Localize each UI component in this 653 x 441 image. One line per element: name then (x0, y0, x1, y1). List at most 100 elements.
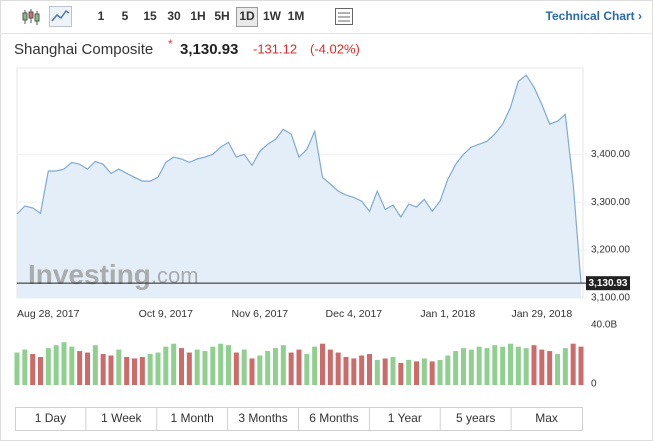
volume-bar (312, 346, 318, 385)
range-button[interactable]: 1 Day (35, 411, 66, 425)
y-tick-label: 3,100.00 (591, 293, 630, 304)
interval-button[interactable]: 1W (263, 9, 282, 23)
volume-bar (30, 354, 36, 385)
interval-button[interactable]: 5 (122, 9, 129, 23)
volume-bar (570, 343, 576, 385)
volume-bar (437, 359, 443, 385)
selected-interval (236, 7, 258, 27)
y-tick-label: 3,400.00 (591, 149, 630, 160)
x-tick-label: Jan 1, 2018 (420, 308, 475, 320)
volume-bar (382, 358, 388, 385)
candle-icon[interactable] (22, 9, 40, 25)
volume-bar (555, 354, 560, 385)
last-price-label: 3,130.93 (589, 278, 628, 289)
volume-bar (116, 349, 122, 385)
range-button[interactable]: 6 Months (309, 411, 358, 425)
range-button[interactable]: Max (535, 411, 558, 425)
volume-bar (265, 351, 271, 385)
volume-bar (492, 345, 498, 385)
volume-bar (77, 351, 83, 385)
last-price-tag (586, 276, 630, 291)
x-tick-label: Oct 9, 2017 (139, 308, 193, 320)
volume-bar (53, 345, 59, 385)
change-percent: (-4.02%) (310, 41, 360, 56)
volume-bar (539, 349, 545, 385)
volume-bar (92, 345, 98, 385)
volume-bar (85, 352, 90, 385)
interval-button[interactable]: 1H (190, 9, 205, 23)
volume-bar (124, 356, 130, 385)
technical-chart-link[interactable]: Technical Chart › (546, 9, 642, 23)
volume-bar (398, 362, 404, 385)
volume-bar (202, 351, 208, 385)
x-tick-label: Jan 29, 2018 (511, 308, 572, 320)
change: -131.12 (253, 41, 297, 56)
table-icon[interactable] (335, 8, 353, 25)
volume-bar (163, 346, 169, 385)
volume-bar (273, 348, 278, 385)
volume-bar (280, 345, 286, 385)
interval-button[interactable]: 30 (167, 9, 181, 23)
volume-bar (453, 351, 459, 385)
interval-button[interactable]: 1D (239, 9, 255, 23)
range-button[interactable]: 1 Year (388, 411, 422, 425)
volume-bar (155, 352, 161, 385)
interval-button[interactable]: 15 (143, 9, 157, 23)
volume-bar (523, 348, 529, 385)
range-button[interactable]: 1 Month (171, 411, 214, 425)
volume-bar (132, 358, 137, 385)
volume-bar (421, 358, 427, 385)
interval-button[interactable]: 1 (98, 9, 105, 23)
volume-tick-label: 0 (591, 379, 597, 390)
volume-bar (22, 349, 28, 385)
x-tick-label: Dec 4, 2017 (326, 308, 383, 320)
volume-bar (445, 355, 451, 385)
volume-bar (257, 355, 263, 385)
volume-bar (304, 354, 310, 385)
watermark-brand: Investing (28, 259, 151, 290)
x-tick-label: Nov 6, 2017 (232, 308, 289, 320)
instrument-name: Shanghai Composite (14, 41, 153, 58)
volume-bar (108, 355, 114, 385)
x-tick-label: Aug 28, 2017 (17, 308, 80, 320)
volume-bar (38, 356, 43, 385)
volume-tick-label: 40.0B (591, 320, 617, 331)
volume-bar (186, 352, 192, 385)
watermark: Investing.com (28, 259, 199, 290)
volume-bar (100, 354, 106, 385)
volume-bar (194, 349, 200, 385)
volume-bar (547, 351, 553, 385)
volume-bar (69, 346, 75, 385)
volume-bar (508, 343, 513, 385)
volume-bar (233, 352, 239, 385)
volume-bar (210, 346, 216, 385)
price: 3,130.93 (180, 41, 238, 58)
volume-bar (335, 352, 341, 385)
volume-bar (359, 355, 365, 385)
volume-bar (515, 346, 521, 385)
range-button[interactable]: 5 years (456, 411, 495, 425)
interval-button[interactable]: 5H (214, 9, 229, 23)
volume-bar (45, 348, 51, 385)
volume-bar (531, 345, 537, 385)
marker: * (168, 37, 173, 51)
volume-bar (461, 348, 466, 385)
range-button[interactable]: 1 Week (101, 411, 142, 425)
volume-bar (320, 343, 325, 385)
volume-bar (484, 348, 490, 385)
volume-bar (374, 359, 380, 385)
volume-bar (476, 346, 482, 385)
volume-bar (327, 349, 333, 385)
volume-bar (468, 349, 474, 385)
range-button[interactable]: 3 Months (238, 411, 287, 425)
volume-bar (241, 349, 247, 385)
volume-bar (390, 356, 396, 385)
volume-bar (367, 354, 372, 385)
volume-bar (343, 356, 349, 385)
volume-bar (288, 352, 294, 385)
line-icon[interactable] (49, 6, 72, 27)
interval-button[interactable]: 1M (288, 9, 305, 23)
volume-bar (61, 342, 67, 385)
volume-bar (578, 346, 584, 385)
